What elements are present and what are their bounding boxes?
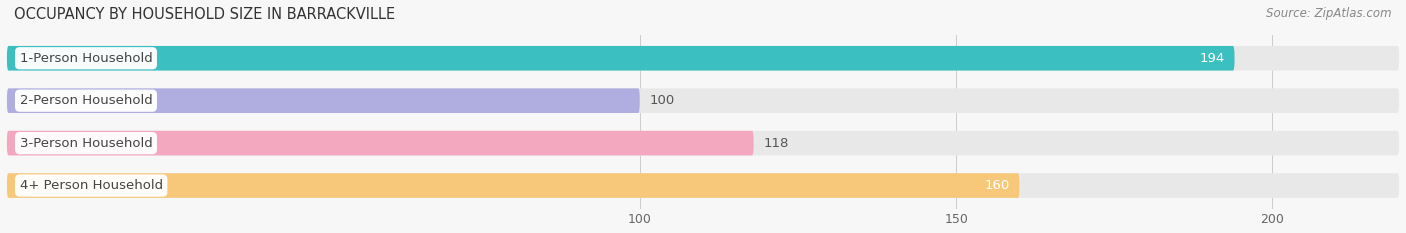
Text: 194: 194 [1199,52,1225,65]
Text: 100: 100 [650,94,675,107]
Text: 4+ Person Household: 4+ Person Household [20,179,163,192]
Text: 118: 118 [763,137,789,150]
FancyBboxPatch shape [7,88,640,113]
Text: Source: ZipAtlas.com: Source: ZipAtlas.com [1267,7,1392,20]
FancyBboxPatch shape [7,131,1399,155]
FancyBboxPatch shape [7,173,1019,198]
Text: 2-Person Household: 2-Person Household [20,94,152,107]
FancyBboxPatch shape [7,131,754,155]
FancyBboxPatch shape [7,46,1234,71]
Text: OCCUPANCY BY HOUSEHOLD SIZE IN BARRACKVILLE: OCCUPANCY BY HOUSEHOLD SIZE IN BARRACKVI… [14,7,395,22]
Text: 160: 160 [984,179,1010,192]
FancyBboxPatch shape [7,88,1399,113]
FancyBboxPatch shape [7,46,1399,71]
Text: 1-Person Household: 1-Person Household [20,52,152,65]
Text: 3-Person Household: 3-Person Household [20,137,152,150]
FancyBboxPatch shape [7,173,1399,198]
